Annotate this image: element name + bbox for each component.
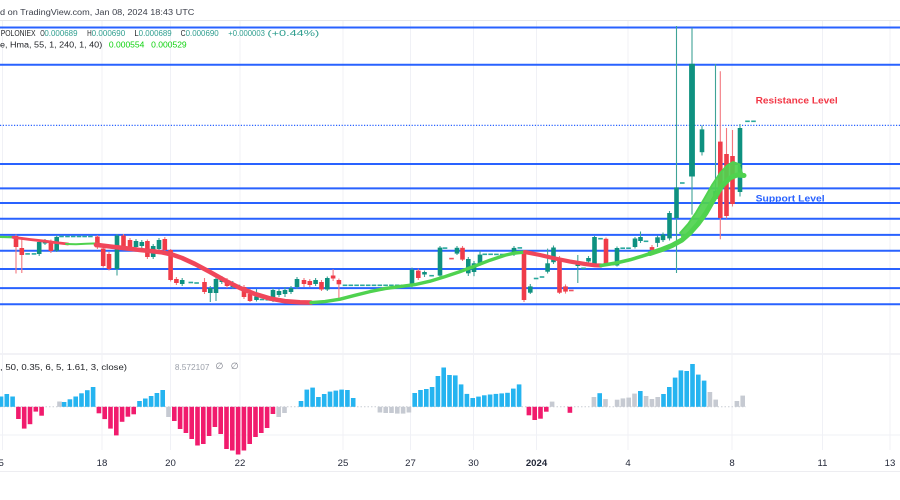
- svg-text:18: 18: [97, 458, 108, 469]
- svg-text:5: 5: [0, 458, 4, 469]
- svg-text:0.000689: 0.000689: [139, 29, 173, 38]
- svg-text:Support Level: Support Level: [756, 193, 825, 204]
- svg-text:POLONIEX: POLONIEX: [1, 29, 37, 38]
- svg-text:0.000689: 0.000689: [44, 29, 78, 38]
- svg-text:13: 13: [885, 458, 896, 469]
- svg-text:20: 20: [165, 458, 176, 469]
- svg-text:4: 4: [625, 458, 631, 469]
- svg-text:+0.000003: +0.000003: [228, 29, 265, 38]
- svg-text:, 50, 0.35, 6, 5, 1.61, 3, clo: , 50, 0.35, 6, 5, 1.61, 3, close): [0, 363, 127, 372]
- svg-text:30: 30: [468, 458, 479, 469]
- svg-text:25: 25: [338, 458, 349, 469]
- svg-text:27: 27: [405, 458, 416, 469]
- svg-text:8: 8: [729, 458, 734, 469]
- svg-text:11: 11: [818, 458, 828, 469]
- svg-text:H: H: [87, 29, 92, 38]
- svg-text:0.000529: 0.000529: [151, 41, 187, 50]
- svg-text:2024: 2024: [526, 458, 548, 469]
- svg-text:Resistance Level: Resistance Level: [756, 95, 838, 106]
- svg-text:∅: ∅: [216, 361, 224, 371]
- svg-text:0.000554: 0.000554: [109, 41, 145, 50]
- svg-text:(+0.44%): (+0.44%): [267, 29, 319, 38]
- svg-text:L: L: [134, 29, 139, 38]
- svg-text:d on TradingView.com, Jan 08,: d on TradingView.com, Jan 08, 2024 18:43…: [0, 7, 194, 17]
- svg-text:O: O: [40, 29, 44, 38]
- svg-text:∅: ∅: [231, 361, 239, 371]
- svg-text:22: 22: [235, 458, 246, 469]
- svg-text:e, Hma, 55, 1, 240, 1, 40): e, Hma, 55, 1, 240, 1, 40): [0, 41, 103, 50]
- svg-text:C: C: [181, 29, 186, 38]
- svg-text:0.000690: 0.000690: [92, 29, 126, 38]
- svg-text:0.000690: 0.000690: [186, 29, 220, 38]
- svg-text:8.572107: 8.572107: [175, 363, 210, 372]
